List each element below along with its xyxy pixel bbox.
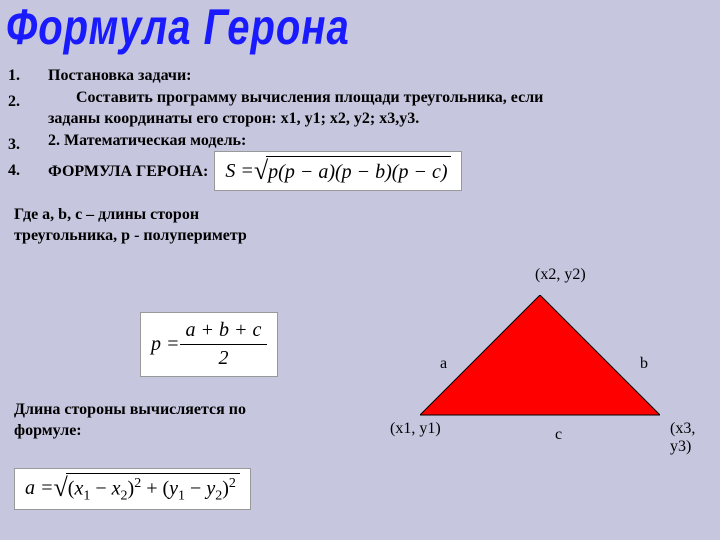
vertex-x3y3-label: (х3, у3) [670,420,710,456]
x2: x [112,478,121,500]
p-denominator: 2 [218,345,228,370]
list-num-1: 1. [8,65,28,87]
rp2: ) [222,478,229,500]
side-a-formula-wrap: a = √ (x1 − x2)2 + (y1 − y2)2 [14,468,251,510]
y1: y [169,478,178,500]
side-c-label: c [555,426,562,444]
minus1: − [90,478,111,500]
page-title: Формула Герона [0,0,720,61]
vertex-x2y2-label: (х2, у2) [535,266,586,284]
list-num-4: 4. [8,160,28,182]
triangle-svg [420,295,660,417]
list-item-2b: заданы координаты его сторон: x1, y1; x2… [48,108,704,130]
vertex-x1y1-label: (х1, у1) [390,420,441,438]
a-radicand: (x1 − x2)2 + (y1 − y2)2 [66,473,240,505]
triangle-diagram: (х2, у2) a b (х1, у1) c (х3, у3) [380,260,710,460]
where-text: Где a, b, c – длины сторон треугольника,… [0,191,290,247]
side-a-label: a [440,355,447,373]
list-num-2: 2. [8,91,28,113]
triangle-shape [420,295,660,415]
plus: + [141,478,162,500]
side-a-formula: a = √ (x1 − x2)2 + (y1 − y2)2 [14,468,251,510]
list-numbers: 1. 2. 3. 4. [8,65,28,191]
x2-sub: 2 [121,489,128,504]
side-b-label: b [640,355,648,373]
x1: x [74,478,83,500]
semiperimeter-formula: p = a + b + c 2 [140,312,278,377]
list-item-4: ФОРМУЛА ГЕРОНА: [48,161,208,183]
y1-sub: 1 [178,489,185,504]
sqrt-icon: √ [54,475,68,507]
numbered-list: 1. 2. 3. 4. Постановка задачи: Составить… [0,49,720,191]
p-eq: p = [151,333,180,356]
list-item-1: Постановка задачи: [48,65,704,87]
sq2: 2 [229,476,236,491]
a-eq: a = [25,477,54,500]
y2: y [206,478,215,500]
side-length-text: Длина стороны вычисляется по формуле: [14,400,274,442]
p-numerator: a + b + c [180,319,268,345]
minus2: − [185,478,206,500]
sqrt-icon: √ [254,158,268,188]
list-num-3: 3. [8,134,28,156]
list-item-3: 2. Математическая модель: [48,130,704,152]
list-item-2a: Составить программу вычисления площади т… [48,87,704,109]
heron-formula: S = √ p(p − a)(p − b)(p − c) [214,151,462,191]
S-eq: S = [225,158,254,185]
S-radicand: p(p − a)(p − b)(p − c) [266,156,451,186]
list-items: Постановка задачи: Составить программу в… [48,65,704,191]
